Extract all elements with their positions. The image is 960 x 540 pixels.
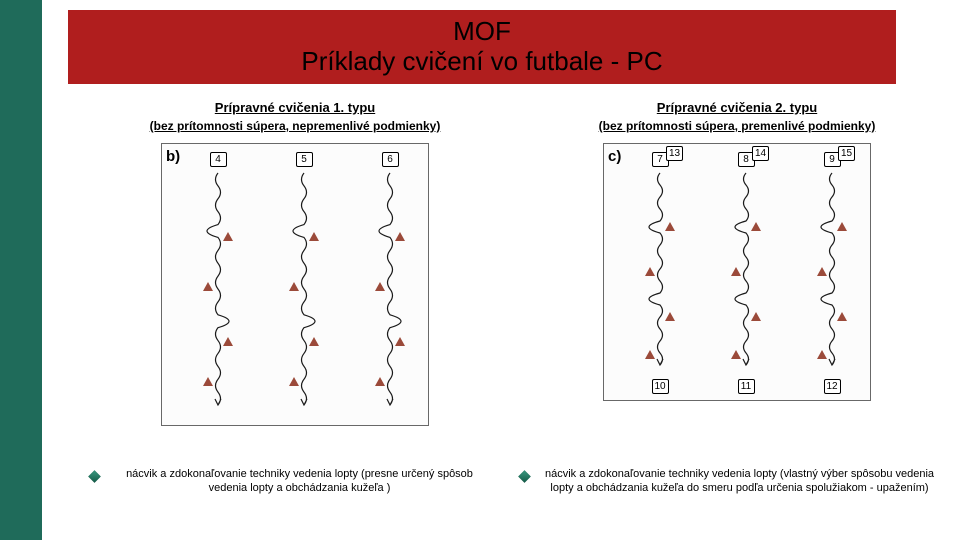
left-column: Prípravné cvičenia 1. typu (bez prítomno… (90, 100, 500, 426)
right-subheading: (bez prítomnosti súpera, premenlivé podm… (532, 119, 942, 133)
title-line1: MOF (453, 17, 511, 46)
external-number: 14 (752, 146, 769, 161)
drill-lane: 4 (188, 152, 248, 419)
lane-number: 5 (296, 152, 313, 167)
cone-icon (665, 312, 675, 321)
external-number: 13 (666, 146, 683, 161)
bullet-icon (518, 470, 531, 483)
cone-icon (645, 350, 655, 359)
dribble-path-icon (360, 167, 420, 419)
cone-icon (309, 232, 319, 241)
right-diagram: c) 710 811 912 13 14 15 (603, 143, 871, 401)
lane-number-bottom: 10 (652, 379, 669, 394)
cone-icon (751, 222, 761, 231)
cone-icon (817, 267, 827, 276)
right-heading: Prípravné cvičenia 2. typu (532, 100, 942, 115)
right-column: Prípravné cvičenia 2. typu (bez prítomno… (532, 100, 942, 401)
sidebar-accent (0, 0, 42, 540)
lane-number: 6 (382, 152, 399, 167)
drill-lane: 710 (630, 152, 690, 394)
cone-icon (289, 377, 299, 386)
right-caption: nácvik a zdokonaľovanie techniky vedenia… (539, 468, 940, 496)
cone-icon (223, 337, 233, 346)
drill-lane: 6 (360, 152, 420, 419)
dribble-path-icon (188, 167, 248, 419)
title-bar: MOF Príklady cvičení vo futbale - PC (68, 10, 896, 84)
left-subheading: (bez prítomnosti súpera, nepremenlivé po… (90, 119, 500, 133)
left-heading: Prípravné cvičenia 1. typu (90, 100, 500, 115)
drill-lane: 5 (274, 152, 334, 419)
left-diagram: b) 4 5 6 (161, 143, 429, 426)
left-caption: nácvik a zdokonaľovanie techniky vedenia… (109, 468, 490, 496)
cone-icon (645, 267, 655, 276)
left-caption-row: nácvik a zdokonaľovanie techniky vedenia… (90, 468, 490, 496)
drill-lane: 811 (716, 152, 776, 394)
cone-icon (289, 282, 299, 291)
lane-number-bottom: 11 (738, 379, 755, 394)
dribble-path-icon (630, 167, 690, 379)
drill-lane: 912 (802, 152, 862, 394)
dribble-path-icon (716, 167, 776, 379)
cone-icon (395, 232, 405, 241)
right-panel-label: c) (608, 148, 621, 165)
cone-icon (751, 312, 761, 321)
dribble-path-icon (802, 167, 862, 379)
cone-icon (223, 232, 233, 241)
dribble-path-icon (274, 167, 334, 419)
cone-icon (309, 337, 319, 346)
cone-icon (395, 337, 405, 346)
external-number: 15 (838, 146, 855, 161)
cone-icon (203, 282, 213, 291)
right-caption-row: nácvik a zdokonaľovanie techniky vedenia… (520, 468, 940, 496)
cone-icon (375, 282, 385, 291)
lane-number: 4 (210, 152, 227, 167)
cone-icon (731, 267, 741, 276)
bullet-icon (88, 470, 101, 483)
cone-icon (837, 312, 847, 321)
lane-number-bottom: 12 (824, 379, 841, 394)
title-line2: Príklady cvičení vo futbale - PC (301, 46, 662, 77)
cone-icon (203, 377, 213, 386)
cone-icon (817, 350, 827, 359)
left-panel-label: b) (166, 148, 180, 165)
cone-icon (731, 350, 741, 359)
cone-icon (375, 377, 385, 386)
cone-icon (837, 222, 847, 231)
cone-icon (665, 222, 675, 231)
